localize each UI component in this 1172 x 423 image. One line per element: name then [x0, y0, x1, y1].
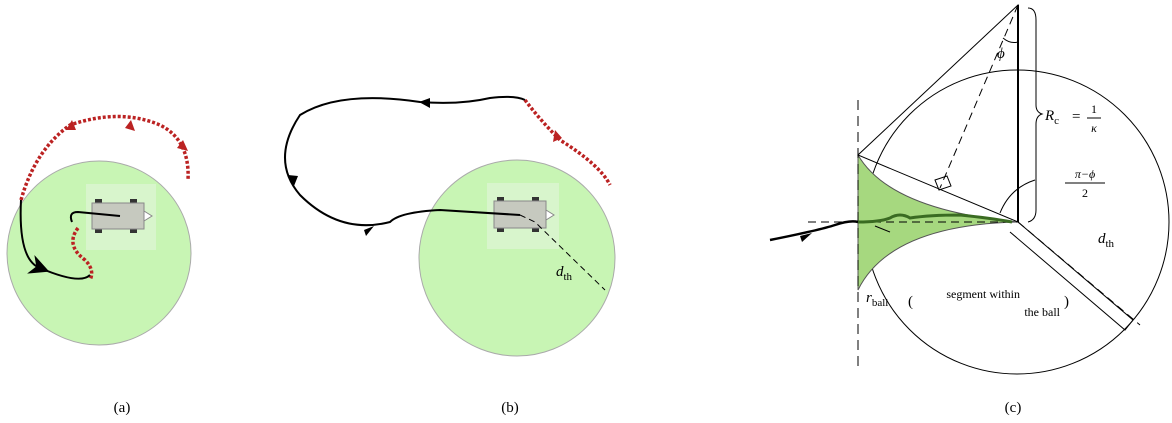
radius-line — [519, 214, 606, 291]
ball — [418, 159, 616, 357]
panel-c: ϕ Rc = 1 κ π−ϕ 2 dth rball ( ) segment w… — [769, 3, 1170, 416]
text: 2 — [1082, 186, 1088, 200]
text: d — [1098, 231, 1106, 247]
path — [69, 210, 121, 223]
text: th — [1106, 238, 1115, 250]
note: the ball — [1024, 305, 1060, 319]
text: R — [1044, 108, 1054, 124]
label: dth — [556, 264, 573, 283]
panel-a: (a) — [6, 114, 192, 416]
paren: ( — [908, 294, 913, 310]
label: π−ϕ 2 — [1065, 167, 1105, 200]
text: = — [1072, 109, 1080, 125]
text: π−ϕ — [1075, 167, 1095, 181]
red-path — [71, 226, 94, 281]
text: th — [564, 271, 573, 283]
caption: (a) — [114, 400, 131, 416]
path — [19, 199, 91, 280]
text: κ — [1091, 121, 1097, 135]
text: ball — [872, 297, 889, 309]
panel-b: dth (b) — [284, 95, 616, 416]
text: 1 — [1091, 102, 1097, 116]
label: Rc = 1 κ — [1044, 102, 1101, 135]
path — [284, 95, 526, 227]
label: ϕ — [997, 46, 1005, 62]
label: dth — [1098, 231, 1115, 250]
paren: ) — [1064, 294, 1069, 310]
note: segment within — [946, 287, 1020, 301]
caption: (b) — [501, 400, 519, 416]
svg-text:Rc: Rc — [1044, 108, 1059, 127]
text: r — [866, 290, 872, 306]
text: c — [1054, 115, 1059, 127]
red-path — [523, 98, 612, 186]
label: rball — [866, 290, 888, 309]
text: d — [556, 264, 564, 280]
car — [91, 202, 145, 230]
caption: (c) — [1005, 400, 1022, 416]
